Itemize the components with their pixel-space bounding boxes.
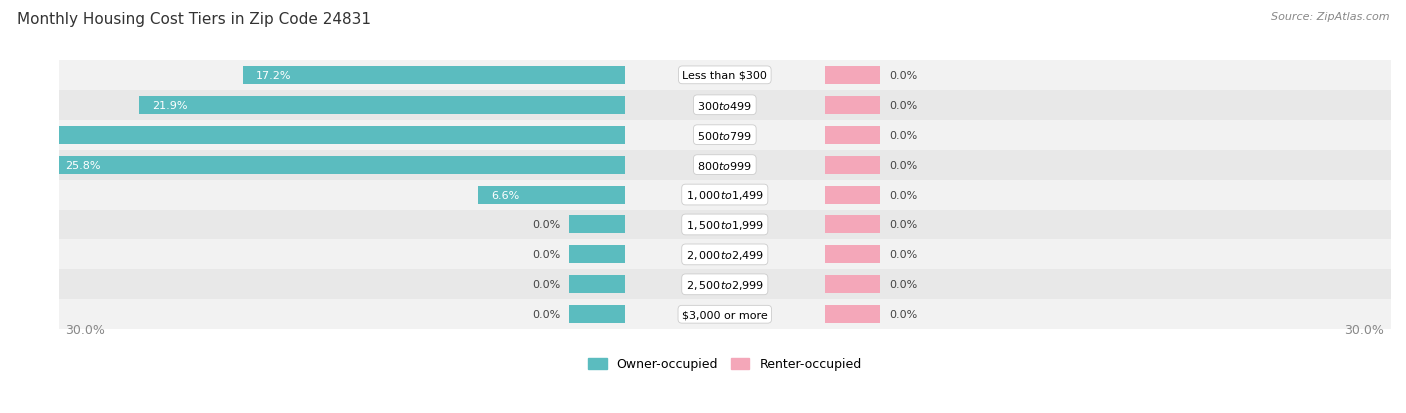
Text: 0.0%: 0.0%	[533, 309, 561, 320]
Text: 25.8%: 25.8%	[65, 160, 101, 170]
Bar	[0, 126, 624, 144]
Text: 21.9%: 21.9%	[152, 100, 187, 111]
Bar	[825, 216, 880, 234]
Bar	[59, 240, 1391, 270]
Text: 6.6%: 6.6%	[492, 190, 520, 200]
Bar	[825, 306, 880, 323]
Text: $2,500 to $2,999: $2,500 to $2,999	[686, 278, 763, 291]
Bar	[59, 210, 1391, 240]
Bar	[569, 275, 624, 294]
Text: 0.0%: 0.0%	[533, 280, 561, 290]
Text: 0.0%: 0.0%	[889, 100, 917, 111]
Bar	[59, 61, 1391, 90]
Bar	[825, 186, 880, 204]
Bar	[59, 150, 1391, 180]
Bar	[59, 299, 1391, 330]
Bar	[139, 97, 624, 114]
Bar	[825, 246, 880, 264]
Bar	[825, 275, 880, 294]
Text: Less than $300: Less than $300	[682, 71, 768, 81]
Text: 30.0%: 30.0%	[65, 323, 105, 336]
Text: $2,000 to $2,499: $2,000 to $2,499	[686, 248, 763, 261]
Text: 30.0%: 30.0%	[1344, 323, 1385, 336]
Text: $800 to $999: $800 to $999	[697, 159, 752, 171]
Text: Source: ZipAtlas.com: Source: ZipAtlas.com	[1271, 12, 1389, 22]
Text: 0.0%: 0.0%	[889, 280, 917, 290]
Text: $500 to $799: $500 to $799	[697, 129, 752, 141]
Text: 0.0%: 0.0%	[889, 250, 917, 260]
Bar	[569, 216, 624, 234]
Bar	[478, 186, 624, 204]
Bar	[825, 67, 880, 85]
Bar	[59, 121, 1391, 150]
Bar	[825, 97, 880, 114]
Text: $3,000 or more: $3,000 or more	[682, 309, 768, 320]
Bar	[59, 270, 1391, 299]
Text: Monthly Housing Cost Tiers in Zip Code 24831: Monthly Housing Cost Tiers in Zip Code 2…	[17, 12, 371, 27]
Bar	[569, 306, 624, 323]
Text: 0.0%: 0.0%	[889, 309, 917, 320]
Bar	[825, 126, 880, 144]
Bar	[243, 67, 624, 85]
Text: $1,000 to $1,499: $1,000 to $1,499	[686, 189, 763, 202]
Text: $1,500 to $1,999: $1,500 to $1,999	[686, 218, 763, 231]
Text: $300 to $499: $300 to $499	[697, 100, 752, 112]
Legend: Owner-occupied, Renter-occupied: Owner-occupied, Renter-occupied	[583, 353, 866, 375]
Text: 17.2%: 17.2%	[256, 71, 291, 81]
Text: 0.0%: 0.0%	[533, 250, 561, 260]
Text: 28.5%: 28.5%	[6, 131, 41, 140]
Bar	[569, 246, 624, 264]
Bar	[825, 156, 880, 174]
Bar	[59, 90, 1391, 121]
Text: 0.0%: 0.0%	[889, 71, 917, 81]
Text: 0.0%: 0.0%	[533, 220, 561, 230]
Bar	[52, 156, 624, 174]
Text: 0.0%: 0.0%	[889, 190, 917, 200]
Text: 0.0%: 0.0%	[889, 220, 917, 230]
Text: 0.0%: 0.0%	[889, 131, 917, 140]
Bar	[59, 180, 1391, 210]
Text: 0.0%: 0.0%	[889, 160, 917, 170]
